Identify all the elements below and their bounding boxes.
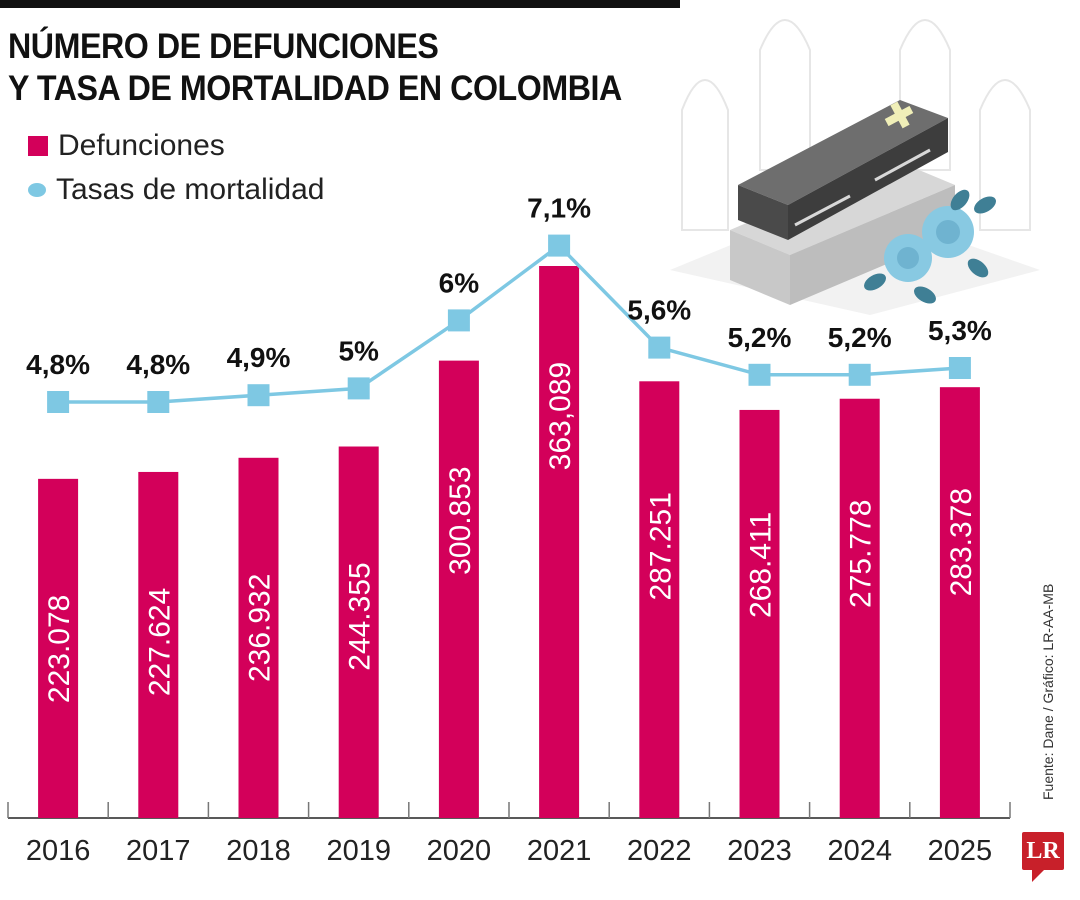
legend: Defunciones Tasas de mortalidad [28,124,324,212]
rate-marker-2024 [848,363,871,386]
bar-2022 [639,381,680,818]
lr-logo: LR [1022,832,1064,882]
rate-marker-2020 [447,309,470,332]
top-rule [0,0,680,8]
legend-swatch-dot-icon [28,183,46,197]
rate-value-label: 4,8% [126,349,190,380]
bar-2016 [38,478,79,818]
bar-2018 [238,457,279,818]
legend-swatch-square-icon [28,136,48,156]
x-tick-label: 2022 [627,835,692,867]
x-tick-label: 2016 [26,835,91,867]
x-tick-label: 2020 [427,835,492,867]
bar-2017 [138,471,179,818]
rate-value-label: 5,2% [828,322,892,353]
bar-2019 [338,446,379,818]
rate-value-label: 4,8% [26,349,90,380]
chart-title-line-2: Y TASA DE MORTALIDAD EN COLOMBIA [8,69,622,108]
bar-value-label: 363,089 [544,362,577,470]
bar-value-label: 227.624 [143,588,176,696]
coffin-with-roses-icon [670,19,1040,315]
rate-value-label: 4,9% [227,342,291,373]
rate-marker-2017 [147,391,170,413]
legend-item-defunciones: Defunciones [28,124,324,168]
bar-value-label: 300.853 [444,466,477,574]
rate-marker-2021 [548,234,571,257]
bar-value-label: 223.078 [43,595,76,703]
rate-marker-2025 [948,357,971,379]
bar-value-label: 283.378 [945,488,978,596]
bar-value-label: 275.778 [845,500,878,608]
rate-marker-2023 [748,363,771,386]
rate-marker-2016 [47,391,70,413]
bar-value-label: 236.932 [244,574,277,682]
rate-line [58,243,961,404]
rate-value-label: 5,6% [627,295,691,326]
rate-marker-2018 [247,384,270,407]
x-tick-label: 2019 [326,835,391,867]
legend-item-tasas: Tasas de mortalidad [28,168,324,212]
bar-2021 [539,266,580,818]
bar-value-label: 287.251 [644,492,677,600]
source-note: Fuente: Dane / Gráfico: LR-AA-MB [1040,583,1056,800]
rate-value-label: 5% [338,335,379,366]
legend-label: Defunciones [58,129,225,162]
x-tick-label: 2023 [727,835,792,867]
rate-value-label: 7,1% [527,193,591,224]
rate-marker-2019 [347,377,370,400]
bar-value-label: 268.411 [745,512,778,618]
bar-2024 [839,398,880,818]
x-tick-label: 2018 [226,835,291,867]
bar-2023 [739,409,780,818]
x-tick-label: 2024 [827,835,892,867]
legend-label: Tasas de mortalidad [56,173,325,206]
rate-marker-2022 [648,336,671,359]
bar-2020 [438,360,479,818]
x-tick-label: 2017 [126,835,191,867]
bar-value-label: 244.355 [344,562,377,670]
rate-value-label: 5,2% [728,322,792,353]
x-tick-label: 2021 [527,835,592,867]
bar-2025 [939,387,980,818]
chart-title: NÚMERO DE DEFUNCIONES Y TASA DE MORTALID… [8,26,622,110]
chart-title-line-1: NÚMERO DE DEFUNCIONES [8,27,439,66]
rate-value-label: 5,3% [928,315,992,346]
x-tick-label: 2025 [928,835,993,867]
rate-value-label: 6% [439,267,480,298]
